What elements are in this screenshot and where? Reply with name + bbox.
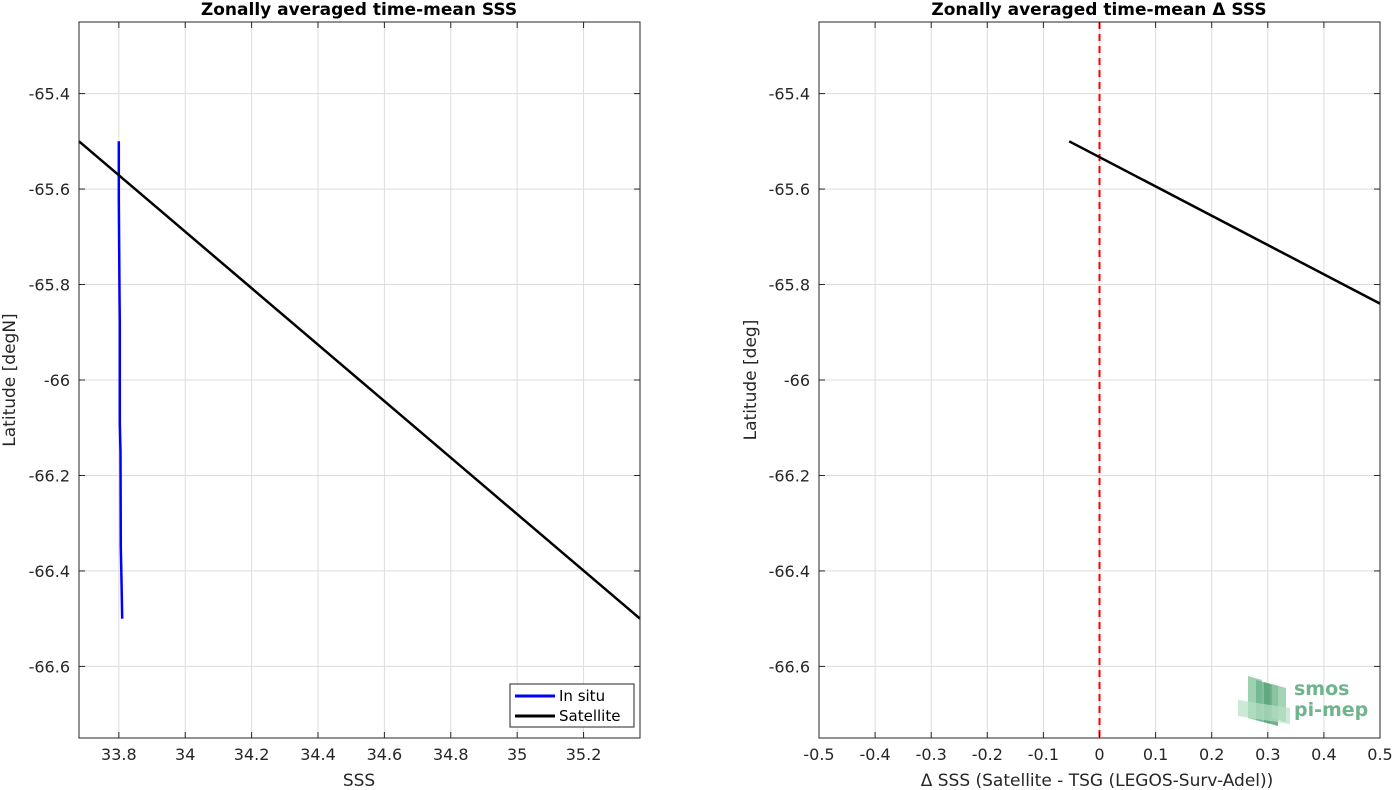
y-tick-label: -66.4 [769,562,810,581]
x-tick-label: 0 [1094,745,1104,764]
y-tick-label: -66.2 [29,466,70,485]
y-tick-label: -65.6 [29,180,70,199]
x-tick-label: 33.8 [101,745,137,764]
x-tick-label: 34 [175,745,195,764]
y-tick-label: -66.6 [769,657,810,676]
y-axis-label-right: Latitude [deg] [741,320,761,441]
x-tick-label: 34.2 [234,745,270,764]
panel-right-delta-sss: -0.5 -0.4 -0.3 -0.2 -0.1 0 0.1 0.2 0.3 0.4 0.5 -65.… [741,0,1393,790]
y-tick-label: -65.8 [769,276,810,295]
y-tick-label: -65.4 [29,85,70,104]
x-tick-label: 34.8 [433,745,469,764]
x-tick-label: -0.5 [803,745,834,764]
y-tick-label: -66.6 [29,657,70,676]
smos-pi-mep-logo: smos pi-mep [1238,676,1368,726]
legend-label-satellite: Satellite [559,707,620,725]
x-tick-label: -0.3 [916,745,947,764]
chart-title-right: Zonally averaged time-mean Δ SSS [931,0,1266,20]
series-line-right-0 [1068,140,1381,305]
series-line-in-situ [117,141,124,619]
x-tick-label: -0.1 [1028,745,1059,764]
panel-left-sss: 33.8 34 34.2 34.4 34.6 34.8 35 35.2 -65.4 -65.6 -6… [0,0,641,790]
x-tick-label: 0.5 [1367,745,1392,764]
series-line-satellite [78,140,641,620]
y-tick-label: -65.8 [29,276,70,295]
x-tick-label: 0.4 [1311,745,1336,764]
y-tick-label: -66 [44,371,70,390]
chart-title-left: Zonally averaged time-mean SSS [201,0,517,20]
x-axis-label-left: SSS [343,771,375,790]
y-tick-label: -66.4 [29,562,70,581]
x-tick-label: 0.2 [1199,745,1224,764]
y-tick-label: -66.2 [769,466,810,485]
x-tick-label: 34.4 [300,745,336,764]
y-tick-label: -65.4 [769,85,810,104]
x-tick-label: -0.2 [972,745,1003,764]
x-tick-label: 0.3 [1255,745,1280,764]
legend: In situ Satellite [509,683,635,728]
logo-emblem-icon [1238,676,1290,726]
legend-box [509,683,635,728]
x-tick-label: -0.4 [859,745,890,764]
y-tick-label: -65.6 [769,180,810,199]
x-tick-label: 34.6 [367,745,403,764]
x-tick-label: 35 [507,745,527,764]
y-axis-label-left: Latitude [degN] [0,313,20,446]
y-tick-label: -66 [784,371,810,390]
x-axis-label-right: Δ SSS (Satellite - TSG (LEGOS-Surv-Adel)… [921,771,1274,790]
logo-text-smos: smos [1294,678,1349,700]
logo-text-pi-mep: pi-mep [1294,699,1368,721]
x-tick-label: 0.1 [1143,745,1168,764]
legend-label-in-situ: In situ [559,687,605,705]
x-tick-label: 35.2 [566,745,602,764]
